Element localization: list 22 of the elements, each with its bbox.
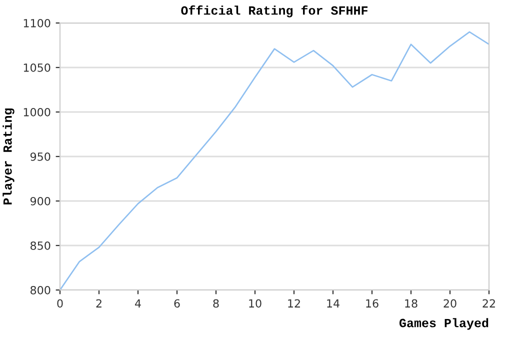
x-axis-title: Games Played: [399, 318, 488, 330]
x-tick-label: 4: [135, 299, 141, 308]
chart-title: Official Rating for SFHHF: [181, 5, 368, 18]
x-tick-label: 6: [174, 299, 180, 308]
y-tick-label: 900: [30, 196, 50, 206]
x-tick-label: 8: [213, 299, 219, 308]
x-tick-label: 16: [366, 299, 378, 308]
y-tick-label: 1100: [24, 18, 50, 28]
x-tick-label: 10: [249, 299, 262, 308]
y-tick-label: 800: [30, 286, 50, 294]
y-axis-title: Player Rating: [2, 108, 14, 204]
x-tick-label: 22: [482, 299, 495, 308]
x-tick-label: 14: [327, 299, 340, 308]
x-tick-label: 0: [57, 299, 63, 308]
y-tick-label: 950: [30, 152, 50, 161]
x-tick-label: 2: [96, 299, 102, 308]
x-tick-label: 18: [405, 299, 418, 308]
y-tick-label: 1000: [24, 108, 50, 116]
y-tick-label: 850: [30, 241, 50, 250]
x-tick-label: 20: [444, 299, 456, 308]
y-tick-label: 1050: [24, 63, 50, 72]
x-tick-label: 12: [288, 299, 300, 308]
